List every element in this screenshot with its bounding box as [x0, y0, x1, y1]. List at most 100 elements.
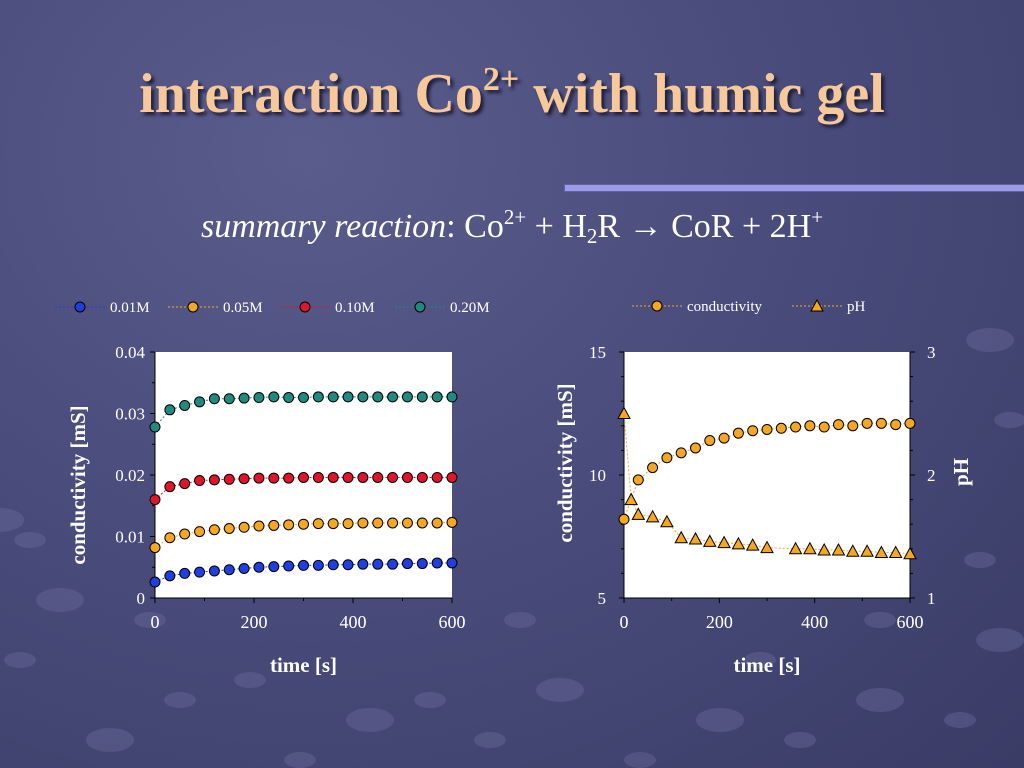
- subtitle-cobalt: Co: [464, 208, 504, 245]
- bg-bubble: [284, 752, 316, 768]
- data-point: [888, 545, 903, 558]
- data-point: [253, 561, 265, 573]
- data-point: [704, 435, 716, 447]
- data-point: [194, 475, 206, 487]
- data-point: [831, 542, 846, 556]
- data-point: [179, 478, 191, 490]
- x-tick-label: 0: [151, 612, 160, 632]
- data-point: [238, 521, 250, 533]
- bg-bubble: [134, 612, 166, 628]
- y-tick-label: 0.04: [115, 343, 145, 362]
- data-point: [283, 519, 295, 531]
- y-tick-label: 0.02: [115, 466, 145, 485]
- data-point: [238, 562, 250, 574]
- data-point: [238, 473, 250, 485]
- data-point: [298, 518, 309, 530]
- legend-marker: [651, 300, 663, 312]
- data-point: [416, 391, 428, 403]
- data-point: [208, 393, 220, 405]
- data-point: [845, 544, 860, 557]
- title-divider: [564, 184, 1024, 192]
- data-point: [387, 517, 399, 529]
- bg-bubble: [234, 672, 266, 688]
- data-point: [717, 535, 731, 549]
- data-point: [179, 400, 191, 412]
- data-point: [446, 557, 458, 569]
- bg-bubble: [944, 712, 976, 728]
- data-point: [761, 423, 773, 435]
- y-tick-label: 0.01: [115, 528, 145, 547]
- data-point: [327, 391, 339, 403]
- data-point: [446, 391, 458, 403]
- y-tick-label: 0: [137, 589, 146, 608]
- data-point: [702, 534, 717, 547]
- data-point: [268, 472, 280, 484]
- data-point: [431, 557, 443, 569]
- data-point: [661, 452, 673, 464]
- y-tick-label: 5: [598, 589, 607, 608]
- data-point: [372, 471, 384, 483]
- data-point: [298, 559, 309, 571]
- data-point: [804, 420, 816, 432]
- data-point: [164, 404, 176, 416]
- data-point: [431, 391, 443, 403]
- bg-bubble: [36, 588, 84, 612]
- data-point: [312, 559, 324, 571]
- data-point: [874, 545, 889, 558]
- x-tick-label: 400: [340, 612, 367, 632]
- data-point: [632, 474, 644, 486]
- bg-bubble: [624, 752, 656, 768]
- bg-bubble: [976, 628, 1024, 652]
- bg-bubble: [4, 652, 36, 668]
- data-point: [357, 558, 369, 570]
- data-point: [238, 392, 250, 404]
- data-point: [253, 392, 265, 404]
- data-point: [387, 391, 399, 403]
- bg-bubble: [164, 692, 196, 708]
- data-point: [401, 558, 413, 570]
- data-point: [312, 518, 324, 530]
- legend-label: 0.10M: [335, 300, 375, 316]
- data-point: [387, 558, 399, 570]
- data-point: [861, 417, 873, 429]
- bg-bubble: [474, 732, 506, 748]
- data-point: [223, 564, 235, 576]
- data-point: [342, 559, 354, 571]
- data-point: [803, 541, 817, 555]
- bg-bubble: [504, 612, 536, 628]
- x-tick-label: 0: [620, 612, 629, 632]
- bg-bubble: [536, 678, 584, 702]
- data-point: [268, 561, 280, 573]
- data-point: [660, 514, 674, 528]
- data-point: [431, 517, 443, 529]
- plot-area: [624, 352, 910, 598]
- data-point: [688, 531, 703, 545]
- bg-bubble: [744, 652, 776, 668]
- data-point: [253, 520, 265, 532]
- bg-bubble: [696, 708, 744, 732]
- x-axis-label: time [s]: [270, 653, 337, 677]
- data-point: [860, 544, 874, 557]
- title-superscript: 2+: [482, 61, 520, 98]
- data-point: [327, 471, 339, 483]
- bg-bubble: [346, 708, 394, 732]
- legend-marker: [187, 301, 199, 313]
- y-tick-label: 10: [589, 466, 606, 485]
- data-point: [401, 517, 413, 529]
- data-point: [401, 471, 413, 483]
- data-point: [718, 432, 730, 444]
- data-point: [357, 471, 369, 483]
- subtitle-separator: :: [446, 208, 465, 245]
- data-point: [675, 447, 687, 459]
- data-point: [817, 542, 832, 556]
- x-axis-label: time [s]: [733, 653, 800, 677]
- y2-tick-label: 3: [927, 343, 936, 362]
- data-point: [194, 396, 206, 408]
- data-point: [194, 526, 206, 538]
- data-point: [342, 518, 354, 530]
- data-point: [387, 471, 399, 483]
- legend-label: 0.05M: [223, 300, 263, 316]
- data-point: [745, 538, 760, 551]
- data-point: [208, 524, 220, 536]
